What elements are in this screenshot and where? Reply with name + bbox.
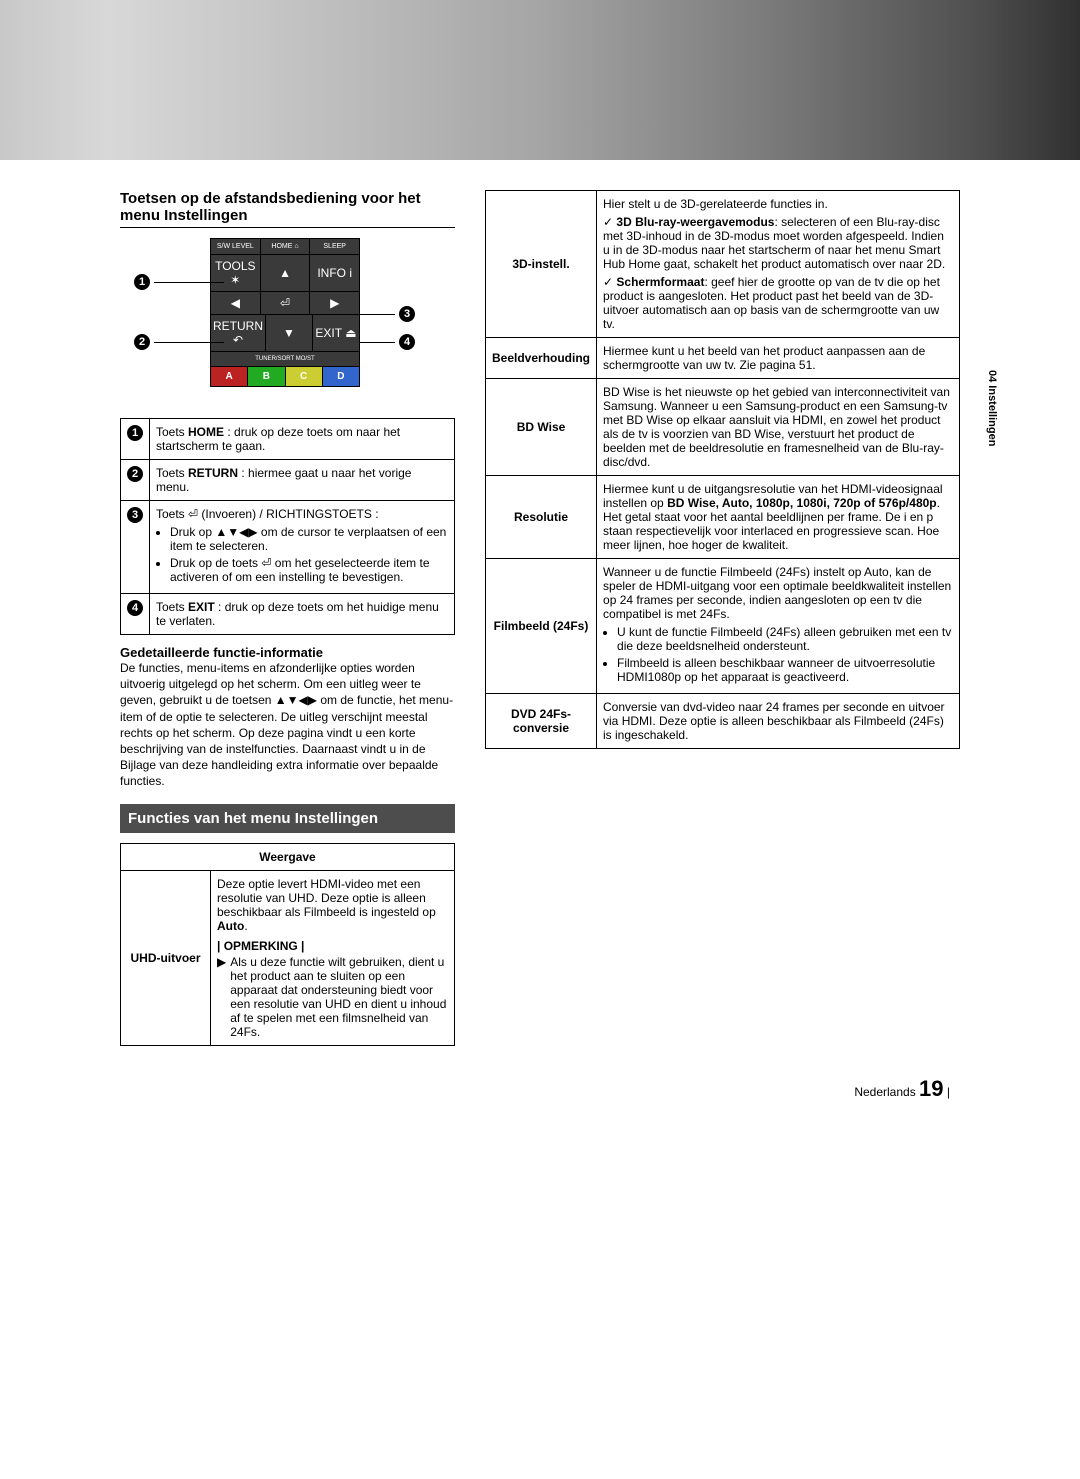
btn-info: INFO i xyxy=(309,255,359,291)
table-row: 4 Toets EXIT : druk op deze toets om het… xyxy=(121,594,455,635)
desc-3: Toets ⏎ (Invoeren) / RICHTINGSTOETS : Dr… xyxy=(150,501,455,594)
table-row: 1 Toets HOME : druk op deze toets om naa… xyxy=(121,419,455,460)
table-row: DVD 24Fs-conversie Conversie van dvd-vid… xyxy=(486,694,960,749)
side-tab: 04 Instellingen xyxy=(986,370,998,446)
row-num-3: 3 xyxy=(127,507,143,523)
desc-2: Toets RETURN : hiermee gaat u naar het v… xyxy=(150,460,455,501)
row-body: Conversie van dvd-video naar 24 frames p… xyxy=(597,694,960,749)
row-num-2: 2 xyxy=(127,466,143,482)
row-body: Hiermee kunt u het beeld van het product… xyxy=(597,338,960,379)
row-label: DVD 24Fs-conversie xyxy=(486,694,597,749)
btn-d: D xyxy=(322,367,359,386)
btn-c: C xyxy=(285,367,322,386)
btn-b: B xyxy=(247,367,284,386)
desc-1: Toets HOME : druk op deze toets om naar … xyxy=(150,419,455,460)
btn-left: ◀ xyxy=(211,292,260,314)
btn-tuner: TUNER/SORT MO/ST xyxy=(211,352,359,366)
table-row: Filmbeeld (24Fs) Wanneer u de functie Fi… xyxy=(486,559,960,694)
triangle-icon: ▶ xyxy=(217,955,226,1039)
detail-heading: Gedetailleerde functie-informatie xyxy=(120,645,455,660)
right-settings-table: 3D-instell. Hier stelt u de 3D-gerelatee… xyxy=(485,190,960,749)
btn-sleep: SLEEP xyxy=(309,239,359,254)
btn-a: A xyxy=(211,367,247,386)
row-label: Beeldverhouding xyxy=(486,338,597,379)
bar-title: Functies van het menu Instellingen xyxy=(120,804,455,833)
table-row: UHD-uitvoer Deze optie levert HDMI-video… xyxy=(121,870,455,1045)
btn-enter: ⏎ xyxy=(260,292,310,314)
btn-home: HOME ⌂ xyxy=(260,239,310,254)
btn-exit: EXIT ⏏ xyxy=(312,315,359,351)
table-row: 3D-instell. Hier stelt u de 3D-gerelatee… xyxy=(486,191,960,338)
header-band xyxy=(0,0,1080,160)
row-body: Hier stelt u de 3D-gerelateerde functies… xyxy=(597,191,960,338)
row-label: Resolutie xyxy=(486,476,597,559)
table-row: 2 Toets RETURN : hiermee gaat u naar het… xyxy=(121,460,455,501)
table-row: Resolutie Hiermee kunt u de uitgangsreso… xyxy=(486,476,960,559)
table-row: BD Wise BD Wise is het nieuwste op het g… xyxy=(486,379,960,476)
remote-diagram: S/W LEVEL HOME ⌂ SLEEP TOOLS ✶ ▲ INFO i … xyxy=(120,238,455,408)
row-num-1: 1 xyxy=(127,425,143,441)
uhd-body: Deze optie levert HDMI-video met een res… xyxy=(211,870,455,1045)
marker-4: 4 xyxy=(360,334,419,350)
table-row: 3 Toets ⏎ (Invoeren) / RICHTINGSTOETS : … xyxy=(121,501,455,594)
row-label: 3D-instell. xyxy=(486,191,597,338)
btn-down: ▼ xyxy=(265,315,312,351)
btn-up: ▲ xyxy=(260,255,310,291)
weergave-table: Weergave UHD-uitvoer Deze optie levert H… xyxy=(120,843,455,1046)
desc-4: Toets EXIT : druk op deze toets om het h… xyxy=(150,594,455,635)
row-body: Wanneer u de functie Filmbeeld (24Fs) in… xyxy=(597,559,960,694)
marker-2: 2 xyxy=(130,334,224,350)
uhd-label: UHD-uitvoer xyxy=(121,870,211,1045)
btn-right: ▶ xyxy=(309,292,359,314)
row-label: BD Wise xyxy=(486,379,597,476)
row-num-4: 4 xyxy=(127,600,143,616)
btn-swlevel: S/W LEVEL xyxy=(211,239,260,254)
remote-desc-table: 1 Toets HOME : druk op deze toets om naa… xyxy=(120,418,455,635)
page-footer: Nederlands 19 | xyxy=(0,1076,1080,1122)
row-body: BD Wise is het nieuwste op het gebied va… xyxy=(597,379,960,476)
weergave-header: Weergave xyxy=(121,843,455,870)
left-title: Toetsen op de afstandsbediening voor het… xyxy=(120,190,455,228)
marker-1: 1 xyxy=(130,274,224,290)
marker-3: 3 xyxy=(360,306,419,322)
row-body: Hiermee kunt u de uitgangsresolutie van … xyxy=(597,476,960,559)
row-label: Filmbeeld (24Fs) xyxy=(486,559,597,694)
table-row: Beeldverhouding Hiermee kunt u het beeld… xyxy=(486,338,960,379)
detail-body: De functies, menu-items en afzonderlijke… xyxy=(120,660,455,790)
